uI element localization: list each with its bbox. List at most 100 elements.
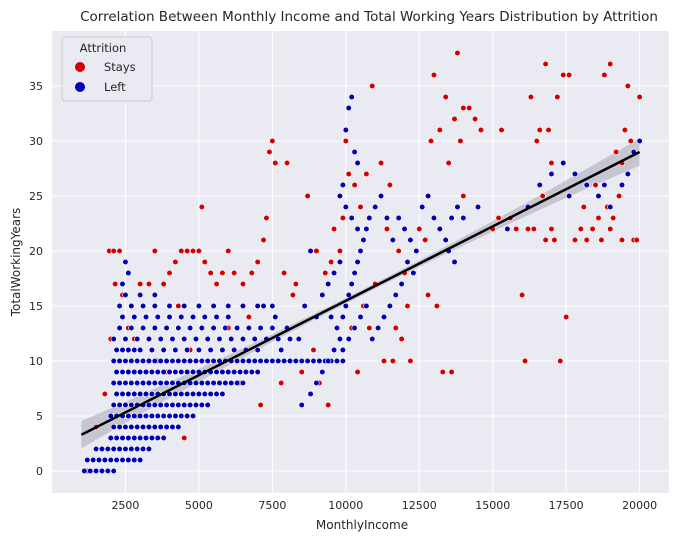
point-left	[410, 269, 417, 277]
point-left	[316, 357, 323, 365]
point-left	[219, 390, 226, 398]
point-stays	[345, 170, 352, 178]
point-left	[125, 269, 132, 277]
point-left	[204, 357, 211, 365]
point-left	[548, 170, 555, 178]
x-tick-label: 7500	[258, 499, 286, 512]
point-left	[184, 390, 191, 398]
point-stays	[386, 181, 393, 189]
point-left	[210, 324, 217, 332]
point-left	[107, 434, 114, 442]
point-stays	[422, 236, 429, 244]
point-left	[339, 181, 346, 189]
point-stays	[571, 236, 579, 244]
point-left	[345, 291, 352, 299]
point-left	[304, 357, 311, 365]
point-left	[151, 423, 158, 431]
point-left	[245, 324, 252, 332]
point-left	[110, 423, 117, 431]
point-stays	[451, 115, 458, 123]
point-left	[348, 214, 355, 222]
point-stays	[633, 236, 640, 244]
point-left	[169, 335, 176, 343]
point-left	[254, 302, 261, 310]
point-left	[231, 346, 238, 354]
point-left	[119, 280, 126, 288]
point-left	[566, 192, 573, 200]
point-left	[192, 357, 200, 365]
point-left	[178, 313, 185, 321]
point-stays	[560, 71, 567, 79]
point-left	[198, 401, 205, 409]
point-left	[163, 357, 170, 365]
point-stays	[289, 291, 297, 299]
point-left	[116, 423, 123, 431]
point-left	[398, 280, 405, 288]
point-left	[216, 379, 223, 387]
point-left	[139, 302, 147, 310]
point-left	[339, 357, 346, 365]
point-stays	[580, 203, 587, 211]
point-left	[269, 302, 276, 310]
point-left	[257, 357, 264, 365]
point-left	[195, 302, 203, 310]
point-stays	[357, 203, 364, 211]
point-left	[339, 313, 346, 321]
point-left	[137, 291, 144, 299]
point-stays	[563, 313, 570, 321]
point-left	[134, 379, 141, 387]
point-left	[113, 434, 120, 442]
point-left	[186, 357, 194, 365]
point-stays	[342, 137, 349, 145]
point-left	[137, 456, 144, 464]
point-left	[430, 214, 438, 222]
point-left	[184, 368, 191, 376]
point-stays	[181, 434, 188, 442]
point-left	[172, 412, 179, 420]
point-left	[122, 379, 129, 387]
point-left	[125, 390, 132, 398]
point-left	[351, 324, 358, 332]
point-left	[157, 401, 164, 409]
point-left	[380, 313, 388, 321]
point-left	[157, 357, 164, 365]
point-left	[395, 214, 402, 222]
point-left	[148, 390, 155, 398]
point-left	[125, 346, 132, 354]
point-left	[354, 225, 361, 233]
point-left	[234, 379, 241, 387]
point-stays	[283, 159, 291, 167]
point-left	[148, 412, 155, 420]
point-stays	[245, 313, 252, 321]
point-stays	[272, 159, 279, 167]
point-stays	[548, 225, 555, 233]
point-left	[137, 412, 144, 420]
point-left	[269, 324, 276, 332]
point-stays	[615, 192, 623, 200]
point-stays	[495, 214, 502, 222]
point-stays	[521, 357, 529, 365]
point-left	[345, 104, 352, 112]
point-left	[110, 467, 117, 475]
point-left	[134, 445, 141, 453]
point-left	[198, 324, 205, 332]
point-left	[151, 357, 158, 365]
point-left	[122, 445, 129, 453]
point-left	[383, 214, 391, 222]
point-left	[134, 335, 141, 343]
point-left	[137, 368, 144, 376]
point-left	[239, 357, 247, 365]
point-stays	[598, 236, 605, 244]
point-left	[392, 291, 399, 299]
point-left	[169, 423, 176, 431]
point-stays	[175, 302, 182, 310]
point-left	[154, 412, 161, 420]
point-left	[145, 335, 153, 343]
point-stays	[110, 247, 117, 255]
point-left	[116, 302, 123, 310]
point-left	[128, 445, 135, 453]
point-stays	[395, 247, 402, 255]
point-stays	[542, 60, 549, 68]
point-stays	[377, 159, 385, 167]
x-tick-label: 10000	[328, 499, 363, 512]
